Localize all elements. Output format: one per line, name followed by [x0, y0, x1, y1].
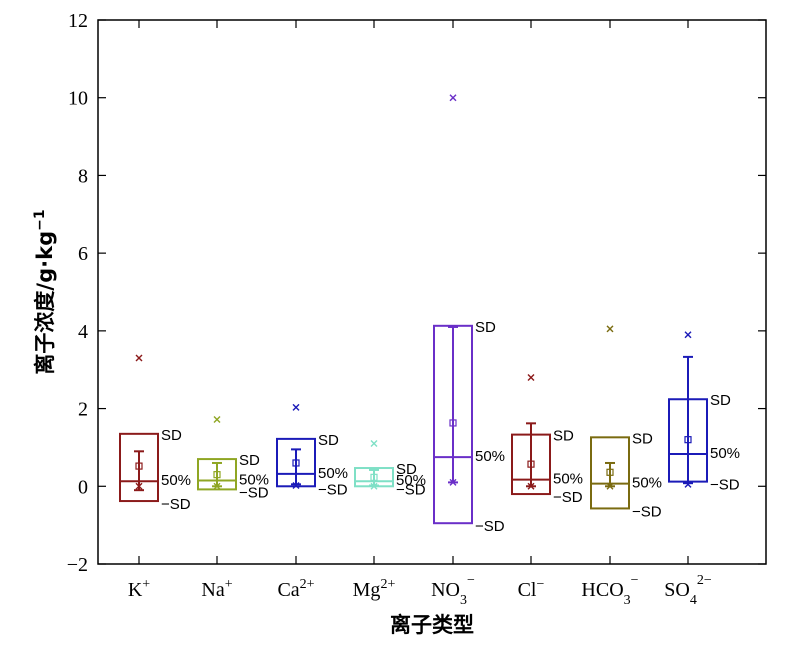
min-marker-b — [292, 482, 300, 490]
max-marker-b — [213, 415, 221, 423]
sd-label: SD — [161, 427, 182, 444]
max-marker-b — [606, 325, 614, 333]
min-marker-b — [213, 482, 221, 490]
box-group: SD 50%−SD — [276, 403, 348, 498]
max-marker-b — [135, 354, 143, 362]
sd-label: SD — [239, 452, 260, 469]
neg-sd-label: −SD — [710, 477, 740, 494]
box-rect — [119, 432, 159, 503]
box-group: SD 50%−SD — [197, 415, 269, 501]
y-axis-ticks: −2 0 2 4 6 8 10 12 — [67, 10, 766, 576]
x-tick-label: Cl− — [518, 577, 545, 601]
x-tick-label: K+ — [128, 577, 150, 601]
median-label: 50% — [161, 472, 191, 489]
neg-sd-label: −SD — [632, 503, 662, 520]
x-tick-label: HCO3− — [581, 573, 638, 608]
max-marker-b — [292, 403, 300, 411]
box-rect — [197, 458, 237, 491]
y-tick-label: 0 — [78, 476, 88, 498]
y-tick-label: 6 — [78, 243, 88, 265]
neg-sd-label: −SD — [475, 518, 505, 535]
neg-sd-label: −SD — [318, 481, 348, 498]
box-group: SD 50% −SD — [119, 354, 191, 513]
box-group: SD 50% −SD — [668, 331, 740, 494]
median-label: 50% — [710, 445, 740, 462]
mean-marker — [213, 471, 221, 479]
max-marker-b — [684, 331, 692, 339]
sd-label: SD — [553, 428, 574, 445]
median-label: 50% — [632, 475, 662, 492]
sd-label: SD — [710, 392, 731, 409]
median-label: 50% — [318, 465, 348, 482]
x-axis-title: 离子类型 — [390, 613, 474, 637]
min-marker-b — [135, 482, 143, 490]
min-marker-b — [449, 478, 457, 486]
neg-sd-label: −SD — [396, 481, 426, 498]
x-tick-label: NO3− — [431, 573, 475, 608]
max-marker-b — [370, 440, 378, 448]
neg-sd-label: −SD — [553, 489, 583, 506]
mean-marker — [527, 460, 535, 468]
median-label: 50% — [475, 448, 505, 465]
y-tick-label: 10 — [68, 88, 88, 110]
x-tick-label: Ca2+ — [277, 577, 314, 601]
box-series: SD50%−SDSD50%−SDSD50%−SDSD50%−SDSD50%−SD… — [119, 94, 740, 535]
box-group: SD 50% −SD — [433, 94, 505, 535]
min-marker-b — [370, 482, 378, 490]
median-label: 50% — [239, 471, 269, 488]
max-marker-b — [449, 94, 457, 102]
median-label: 50% — [553, 471, 583, 488]
sd-label: SD — [475, 319, 496, 336]
mean-marker — [292, 459, 300, 467]
y-tick-label: 8 — [78, 165, 88, 187]
neg-sd-label: −SD — [239, 484, 269, 501]
min-marker-b — [684, 480, 692, 488]
neg-sd-label: −SD — [161, 496, 191, 513]
mean-marker — [684, 436, 692, 444]
mean-marker — [449, 419, 457, 427]
sd-label: SD — [632, 430, 653, 447]
mean-marker — [606, 468, 614, 476]
y-tick-label: 4 — [78, 321, 88, 343]
plot-frame — [97, 19, 767, 565]
sd-label: SD — [318, 432, 339, 449]
box-group: SD 50% −SD — [590, 325, 662, 520]
min-marker-b — [606, 482, 614, 490]
x-tick-label: Mg2+ — [353, 577, 396, 601]
y-tick-label: 2 — [78, 399, 88, 421]
box-rect — [433, 324, 473, 525]
box-group: SD 50%−SD — [511, 373, 583, 506]
min-marker-b — [527, 482, 535, 490]
y-tick-label: 12 — [68, 10, 88, 32]
x-axis-ticks: K+ Na+ Ca2+ Mg2+ NO3− Cl− HCO3− SO42− — [128, 20, 712, 608]
y-tick-label: −2 — [67, 554, 88, 576]
x-tick-label: Na+ — [201, 577, 232, 601]
median-label: 50% — [396, 472, 426, 489]
box-rect — [590, 436, 630, 510]
mean-marker — [370, 473, 378, 481]
mean-marker — [135, 462, 143, 470]
sd-label: SD — [396, 461, 417, 478]
x-tick-label: SO42− — [664, 573, 712, 608]
max-marker-b — [527, 373, 535, 381]
y-axis-title: 离子浓度/g·kg−1 — [32, 209, 57, 374]
